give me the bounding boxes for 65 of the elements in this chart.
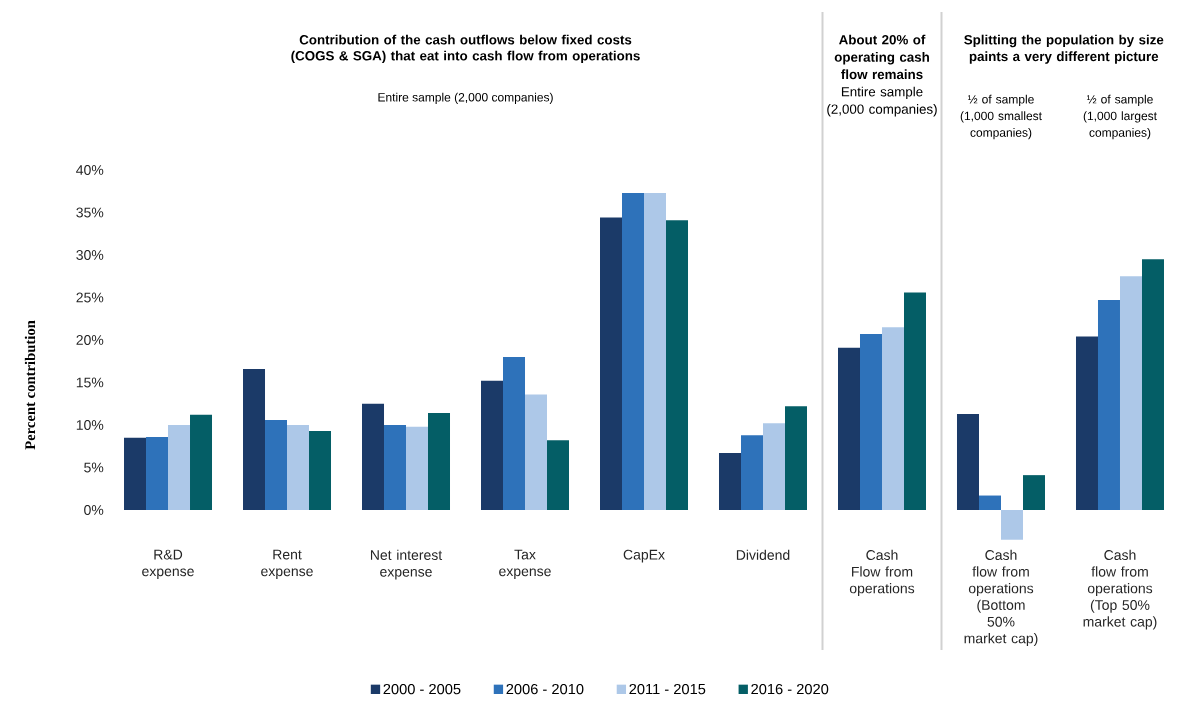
bar [481,380,503,510]
text: About 20% of operating cash flow remains Entire sample (2,000 companies) [827,34,937,117]
bar [287,424,310,510]
bar [1097,299,1120,510]
bar [838,347,860,510]
chart-title: Contribution of the cash outflows below fixed costs (COGS & SGA) that eat into cash flow from operations [291,34,640,63]
y-tick-label: 15% [76,377,104,388]
bar [1142,259,1164,510]
bar [190,414,213,510]
bar [309,430,332,510]
y-tick-label: 25% [76,292,104,303]
bar [957,413,979,510]
bar [1119,276,1142,510]
bar [719,452,741,510]
bar [547,440,569,510]
x-tick-label: Cash flow from operations (Bottom 50% market cap) [964,549,1038,646]
bar [860,333,882,510]
bar [265,419,288,510]
x-tick-label: Net interest expense [370,549,443,580]
bar [124,437,147,510]
bar [428,412,450,510]
bar [525,394,548,510]
x-tick-label: Rent expense [261,549,313,579]
y-tick-label: 0% [84,504,104,515]
bar [622,192,644,510]
legend-label: 2000 - 2005 [383,683,461,695]
bar [979,495,1001,510]
x-tick-label: Cash flow from operations (Top 50% market cap) [1083,549,1157,630]
x-tick-label: Dividend [736,549,790,560]
bar [168,424,191,510]
text: ½ of sample (1,000 largest companies) [1083,94,1157,139]
bar [406,426,429,510]
y-tick-label: 5% [84,462,104,473]
y-tick-label: 35% [76,207,104,218]
bar [666,219,688,510]
y-tick-label: 40% [76,164,104,175]
bar [1023,474,1045,510]
bar [904,292,926,510]
bar [384,424,407,510]
bar [741,434,763,510]
bar [146,436,169,510]
x-tick-label: Cash Flow from operations [849,549,915,596]
legend-label: 2011 - 2015 [629,683,706,695]
x-tick-label: CapEx [623,549,665,563]
bar [882,327,904,510]
chart-subtitle: Entire sample (2,000 companies) [378,92,553,104]
text: Splitting the population by size paints a very different picture [964,34,1164,64]
bar [243,368,266,510]
bar [362,403,385,510]
bar [1076,336,1098,510]
bar [1001,509,1023,540]
bar [763,423,785,510]
y-axis-title: Percent contribution [24,320,36,450]
legend-label: 2006 - 2010 [506,683,584,695]
x-tick-label: R&D expense [142,549,194,579]
y-tick-label: 10% [76,419,104,430]
bar [600,217,622,510]
bar [503,356,526,510]
bar [644,192,666,510]
text: ½ of sample (1,000 smallest companies) [960,94,1042,139]
y-tick-label: 20% [76,334,104,345]
x-tick-label: Tax expense [499,549,551,579]
bar [785,406,807,510]
y-tick-label: 30% [76,249,104,260]
legend-label: 2016 - 2020 [751,683,829,695]
